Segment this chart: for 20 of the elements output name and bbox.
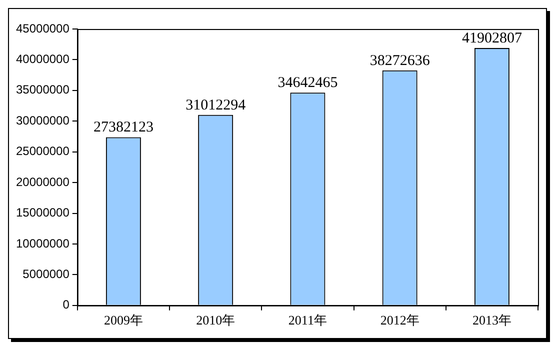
data-label: 38272636 [370, 52, 430, 69]
x-tick-label: 2010年 [196, 312, 236, 328]
y-tick-label: 15000000 [16, 206, 70, 220]
y-tick-label: 45000000 [16, 21, 70, 36]
y-tick-label: 40000000 [16, 52, 70, 66]
data-label: 31012294 [186, 97, 246, 114]
data-label: 34642465 [278, 75, 338, 92]
y-tick-label: 0 [62, 298, 70, 312]
y-tick-label: 5000000 [22, 267, 70, 281]
y-tick-label: 20000000 [16, 174, 70, 189]
y-tick-label: 30000000 [16, 113, 70, 128]
data-label: 41902807 [462, 30, 522, 46]
x-tick-label: 2011年 [288, 312, 327, 328]
y-tick-label: 35000000 [16, 82, 70, 97]
data-label: 27382123 [93, 120, 154, 136]
x-tick-label: 2009年 [104, 312, 143, 328]
y-tick-label: 25000000 [16, 144, 70, 158]
y-tick-label: 10000000 [16, 236, 70, 250]
x-tick-label: 2012年 [380, 312, 420, 328]
x-tick-label: 2013年 [472, 312, 512, 328]
